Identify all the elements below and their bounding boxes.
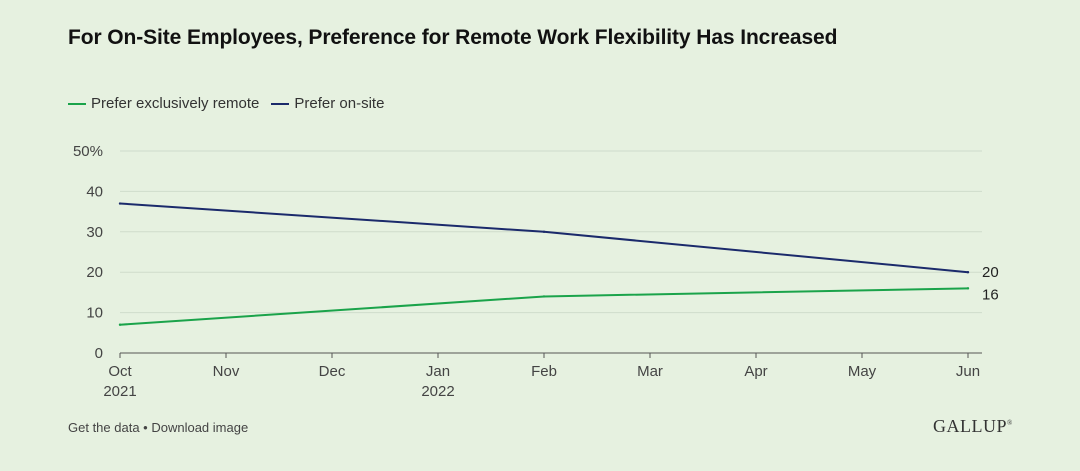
x-tick-label-5: Mar	[637, 363, 663, 380]
y-tick-label-0: 0	[95, 345, 103, 362]
footer-separator: •	[139, 420, 152, 435]
legend: Prefer exclusively remote Prefer on-site	[68, 95, 396, 112]
gallup-logo: GALLUP®	[933, 416, 1013, 437]
legend-swatch-remote	[68, 102, 86, 105]
y-tick-label-50: 50%	[73, 143, 103, 160]
series-line-onsite	[119, 202, 969, 274]
x-tick-label-0: Oct	[108, 363, 132, 380]
x-tick-label-3: Jan	[426, 363, 450, 380]
get-data-link[interactable]: Get the data	[68, 420, 140, 435]
gallup-logo-mark: ®	[1007, 419, 1013, 427]
chart-title: For On-Site Employees, Preference for Re…	[68, 26, 838, 49]
x-tick-label-4: Feb	[531, 363, 557, 380]
y-tick-label-20: 20	[86, 264, 103, 281]
footer-links: Get the data • Download image	[68, 420, 248, 435]
data-point-remote-0	[118, 323, 122, 326]
x-tick-label-7: May	[848, 363, 877, 380]
data-point-remote-2	[966, 287, 970, 290]
x-tick-label-6: Apr	[744, 363, 767, 380]
end-label-onsite: 20	[982, 264, 999, 281]
legend-label-onsite: Prefer on-site	[294, 95, 385, 112]
x-tick-label-0-line2: 2021	[103, 383, 136, 400]
x-tick-label-2: Dec	[319, 363, 346, 380]
legend-swatch-onsite	[271, 102, 290, 105]
download-image-link[interactable]: Download image	[151, 420, 249, 435]
gallup-logo-text: GALLUP	[933, 416, 1007, 436]
data-point-onsite-1	[542, 230, 546, 233]
series-line-remote	[119, 287, 969, 326]
legend-item-onsite: Prefer on-site	[271, 95, 384, 112]
line-chart: 0 10 20 30 40 50% Oct 2021 Nov Dec Jan 2022 Feb Mar Ap…	[73, 143, 999, 400]
data-point-onsite-0	[118, 202, 122, 205]
y-tick-label-40: 40	[86, 183, 103, 200]
x-tick-label-3-line2: 2022	[421, 383, 454, 400]
y-tick-label-30: 30	[86, 224, 103, 241]
x-tick-label-8: Jun	[956, 363, 980, 380]
data-point-onsite-2	[966, 271, 970, 274]
legend-item-remote: Prefer exclusively remote	[68, 95, 259, 112]
end-label-remote: 16	[982, 286, 999, 303]
legend-label-remote: Prefer exclusively remote	[91, 95, 260, 112]
x-tick-label-1: Nov	[213, 363, 240, 380]
y-tick-label-10: 10	[86, 305, 103, 322]
data-point-remote-1	[542, 295, 546, 298]
